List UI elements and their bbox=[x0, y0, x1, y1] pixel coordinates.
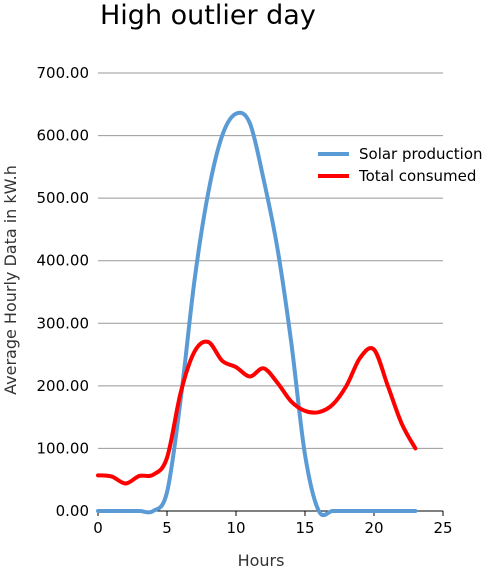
data-point-total-consumed bbox=[124, 481, 128, 485]
data-point-solar-production bbox=[262, 177, 266, 181]
y-tick-label: 100.00 bbox=[37, 439, 90, 457]
data-point-solar-production bbox=[372, 509, 376, 513]
data-point-total-consumed bbox=[248, 374, 252, 378]
data-point-total-consumed bbox=[400, 421, 404, 425]
data-point-solar-production bbox=[275, 246, 279, 250]
data-point-total-consumed bbox=[137, 474, 141, 478]
data-point-solar-production bbox=[248, 121, 252, 125]
data-point-total-consumed bbox=[386, 384, 390, 388]
y-tick-label: 400.00 bbox=[37, 252, 90, 270]
data-point-solar-production bbox=[206, 190, 210, 194]
y-axis-title: Average Hourly Data in kW.h bbox=[1, 165, 20, 395]
data-point-total-consumed bbox=[234, 365, 238, 369]
data-point-solar-production bbox=[110, 509, 114, 513]
data-point-solar-production bbox=[317, 509, 321, 513]
legend-label-total-consumed: Total consumed bbox=[358, 167, 476, 185]
data-point-total-consumed bbox=[331, 403, 335, 407]
data-point-solar-production bbox=[96, 509, 100, 513]
y-tick-label: 700.00 bbox=[37, 64, 90, 82]
data-point-total-consumed bbox=[413, 446, 417, 450]
x-tick-label: 10 bbox=[226, 519, 245, 537]
data-point-total-consumed bbox=[275, 381, 279, 385]
series-line-total-consumed bbox=[96, 339, 418, 486]
data-point-total-consumed bbox=[179, 390, 183, 394]
tick-labels: 0.00 100.00 200.00 300.00 400.00 500.00 600.00… bbox=[37, 64, 453, 537]
y-tick-label: 200.00 bbox=[37, 377, 90, 395]
data-point-total-consumed bbox=[193, 349, 197, 353]
legend: Solar production Total consumed bbox=[318, 145, 482, 185]
data-point-solar-production bbox=[413, 509, 417, 513]
y-tick-label: 300.00 bbox=[37, 314, 90, 332]
data-point-total-consumed bbox=[303, 409, 307, 413]
x-tick-label: 0 bbox=[93, 519, 103, 537]
x-tick-label: 20 bbox=[364, 519, 383, 537]
data-point-solar-production bbox=[193, 277, 197, 281]
data-point-solar-production bbox=[220, 134, 224, 138]
data-point-total-consumed bbox=[358, 356, 362, 360]
data-point-total-consumed bbox=[262, 366, 266, 370]
data-point-solar-production bbox=[331, 509, 335, 513]
data-point-solar-production bbox=[151, 509, 155, 513]
data-point-solar-production bbox=[400, 509, 404, 513]
chart-title: High outlier day bbox=[100, 0, 316, 31]
data-point-total-consumed bbox=[220, 359, 224, 363]
data-point-total-consumed bbox=[206, 340, 210, 344]
y-tick-label: 500.00 bbox=[37, 189, 90, 207]
data-point-total-consumed bbox=[165, 456, 169, 460]
x-tick-label: 25 bbox=[433, 519, 452, 537]
y-tick-label: 600.00 bbox=[37, 127, 90, 145]
data-point-total-consumed bbox=[289, 400, 293, 404]
data-point-solar-production bbox=[137, 509, 141, 513]
data-point-total-consumed bbox=[372, 348, 376, 352]
data-point-solar-production bbox=[165, 490, 169, 494]
gridlines bbox=[98, 72, 443, 449]
data-point-total-consumed bbox=[317, 410, 321, 414]
data-point-solar-production bbox=[289, 340, 293, 344]
series-layer bbox=[96, 110, 418, 518]
data-point-total-consumed bbox=[344, 384, 348, 388]
data-point-solar-production bbox=[303, 453, 307, 457]
y-tick-label: 0.00 bbox=[56, 502, 89, 520]
data-point-solar-production bbox=[386, 509, 390, 513]
data-point-solar-production bbox=[344, 509, 348, 513]
data-point-total-consumed bbox=[96, 473, 100, 477]
data-point-solar-production bbox=[234, 112, 238, 116]
series-line-solar-production bbox=[96, 110, 418, 518]
x-tick-label: 15 bbox=[295, 519, 314, 537]
x-axis-title: Hours bbox=[238, 551, 285, 570]
data-point-total-consumed bbox=[110, 475, 114, 479]
data-point-solar-production bbox=[124, 509, 128, 513]
data-point-total-consumed bbox=[151, 473, 155, 477]
legend-label-solar-production: Solar production bbox=[359, 145, 482, 163]
data-point-solar-production bbox=[358, 509, 362, 513]
x-tick-label: 5 bbox=[162, 519, 172, 537]
